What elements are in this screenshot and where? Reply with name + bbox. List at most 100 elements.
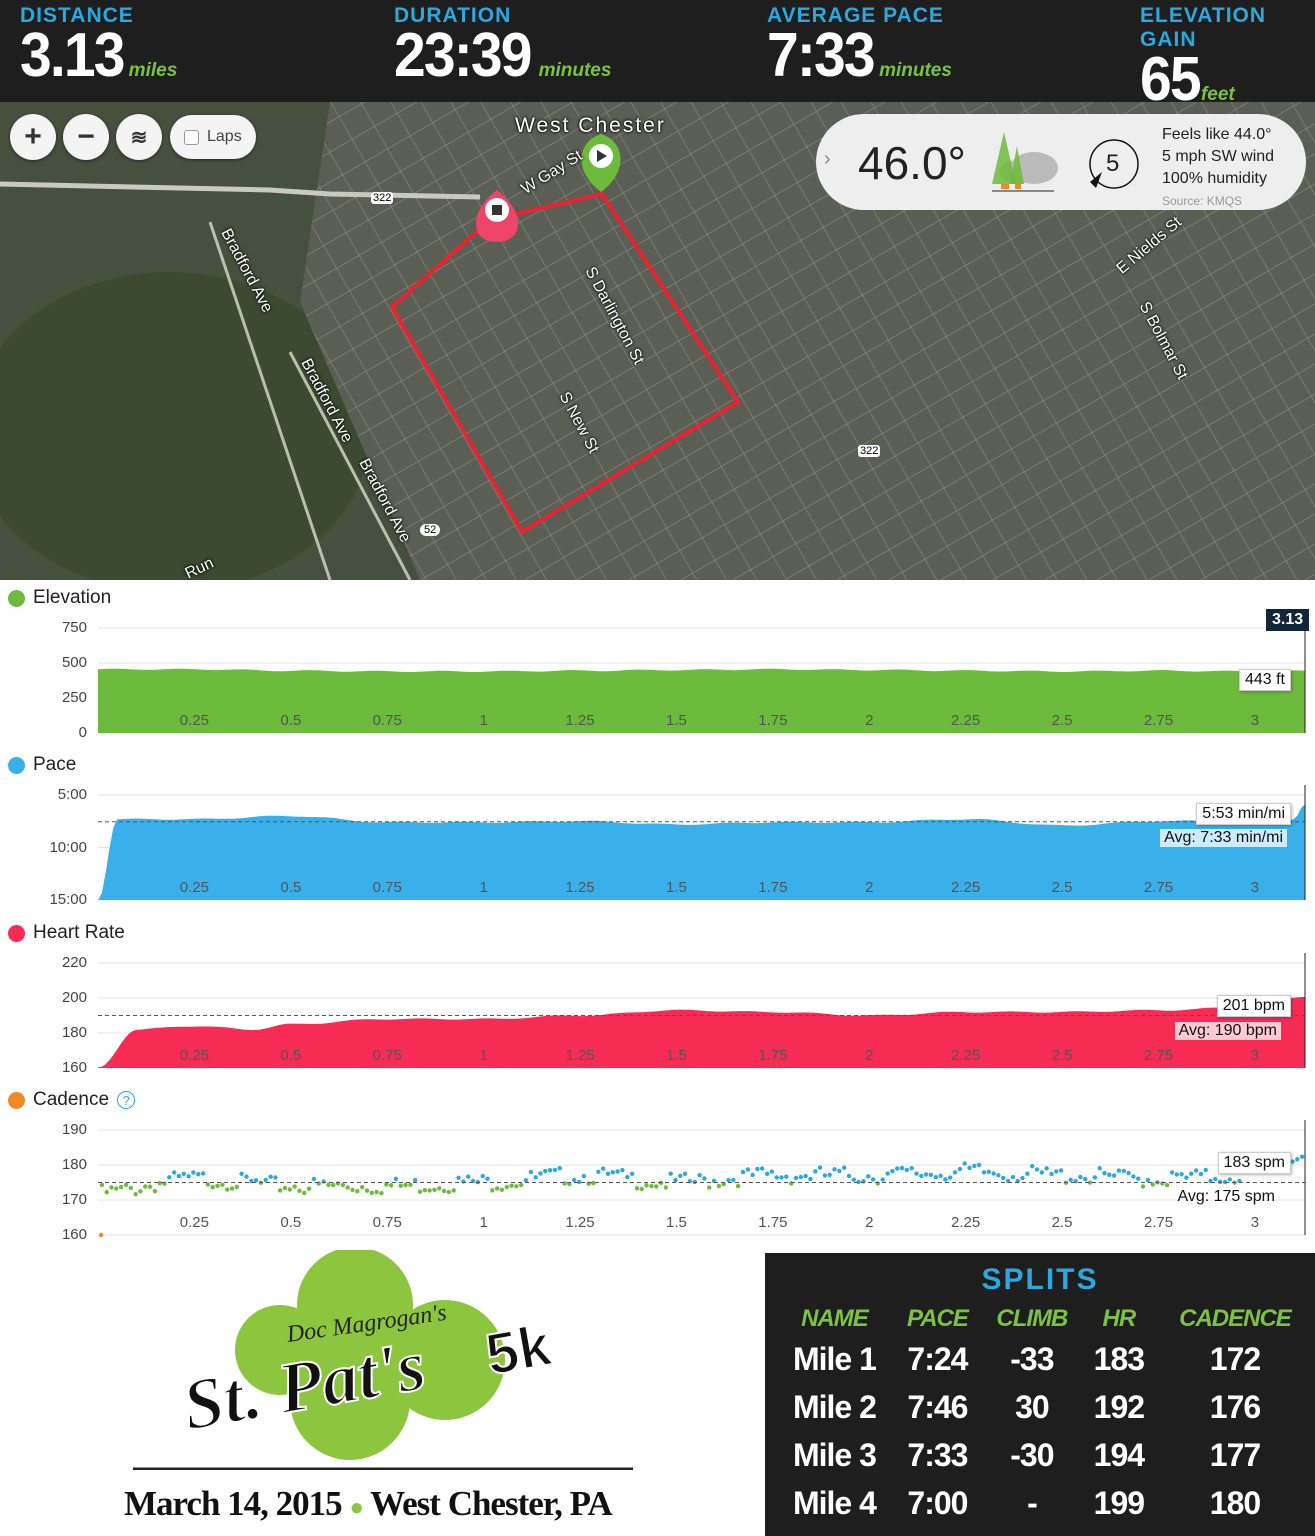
cadence-point	[234, 1184, 239, 1190]
x-tick-label: 2.25	[951, 879, 981, 896]
cadence-point	[755, 1166, 760, 1172]
route-map[interactable]: + − ≋ Laps West Chester W Gay St Bradfor…	[0, 102, 1315, 580]
cadence-point	[133, 1192, 138, 1197]
cadence-point	[1097, 1166, 1102, 1171]
series-area	[98, 804, 1305, 901]
cadence-point	[678, 1173, 683, 1179]
cadence-point	[866, 1174, 871, 1179]
cadence-point	[1039, 1170, 1045, 1175]
map-label: West Chester	[515, 114, 666, 137]
cadence-point	[976, 1162, 982, 1168]
cadence-point	[432, 1187, 437, 1193]
cadence-point	[104, 1190, 109, 1195]
cadence-point	[890, 1168, 895, 1174]
cadence-point	[948, 1175, 953, 1180]
chart-pace[interactable]: Pace 5:00 10:00 15:00 0.25 0.5 0.75 1 1.25 1.5 1.7…	[0, 0, 1315, 908]
cadence-point	[220, 1182, 225, 1188]
cadence-point	[764, 1171, 770, 1177]
cadence-point	[1169, 1170, 1175, 1175]
cadence-point	[157, 1180, 162, 1186]
cadence-point	[340, 1182, 346, 1188]
cadence-point	[466, 1174, 471, 1179]
column-header: NAME	[801, 1305, 869, 1332]
cadence-point	[615, 1169, 620, 1174]
x-tick-label: 2.5	[1051, 879, 1073, 896]
x-tick-label: 1.25	[565, 1214, 595, 1231]
help-icon[interactable]: ?	[117, 1091, 136, 1109]
finish-marker-icon	[475, 190, 519, 242]
zoom-out-button[interactable]: −	[63, 114, 109, 160]
y-tick-label: 0	[78, 724, 87, 741]
column-header: HR	[1102, 1305, 1137, 1332]
laps-toggle[interactable]: Laps	[170, 115, 256, 159]
x-tick-label: 0.5	[280, 879, 302, 896]
cadence-point	[321, 1179, 326, 1184]
cadence-point	[629, 1171, 635, 1177]
cadence-point	[904, 1167, 909, 1173]
x-tick-label: 1	[479, 879, 488, 896]
average-label: Avg: 175 spm	[1177, 1188, 1275, 1205]
cadence-point	[808, 1176, 813, 1182]
cadence-point	[967, 1165, 972, 1171]
split-row: Mile 2 7:46 30 192 176	[775, 1383, 1315, 1431]
cadence-point	[311, 1176, 317, 1182]
cadence-point	[870, 1177, 876, 1182]
cadence-point	[1179, 1172, 1184, 1177]
split-cell: Mile 1	[792, 1340, 877, 1377]
cadence-point	[1044, 1166, 1049, 1171]
x-tick-label: 0.5	[280, 1214, 302, 1231]
cadence-point	[827, 1172, 832, 1178]
cadence-point	[663, 1185, 668, 1190]
x-tick-label: 3	[1250, 1214, 1260, 1231]
chart-heart-rate[interactable]: Heart Rate 220 200 180 160 0.25 0.5 0.75 1 1.25 1.…	[0, 0, 1315, 1076]
cadence-point	[388, 1183, 394, 1188]
layers-button[interactable]: ≋	[116, 114, 162, 160]
cadence-point	[1102, 1171, 1107, 1176]
value-tooltip: 183 spm	[1217, 1152, 1291, 1174]
cadence-point	[282, 1185, 288, 1191]
cadence-point	[1295, 1157, 1300, 1162]
cadence-point	[480, 1173, 485, 1179]
cadence-point	[1299, 1154, 1305, 1159]
x-tick-label: 2	[865, 712, 874, 729]
y-tick-label: 160	[61, 1226, 87, 1243]
zoom-in-button[interactable]: +	[10, 114, 56, 160]
y-tick-label: 170	[61, 1191, 87, 1208]
split-cell: Mile 3	[792, 1436, 877, 1473]
cadence-point	[451, 1188, 456, 1193]
cadence-point	[697, 1173, 702, 1178]
cadence-point	[972, 1163, 977, 1169]
cadence-point	[427, 1188, 432, 1193]
cadence-point	[673, 1178, 678, 1183]
stat-duration: DURATION 23:39 minutes	[394, 4, 612, 90]
x-tick-label: 2.5	[1051, 712, 1073, 729]
cadence-point	[1193, 1168, 1199, 1173]
x-tick-label: 3	[1250, 879, 1260, 896]
cadence-point	[769, 1169, 775, 1174]
cadence-point	[885, 1171, 890, 1176]
chart-title: Cadence?	[8, 1089, 136, 1111]
cadence-point	[152, 1189, 158, 1194]
cadence-point	[123, 1182, 129, 1188]
cadence-point	[1174, 1172, 1180, 1177]
cadence-point	[1145, 1177, 1151, 1183]
cadence-point	[263, 1177, 268, 1183]
expand-chevron-icon[interactable]: ›	[824, 148, 831, 170]
cadence-point	[851, 1177, 856, 1182]
x-tick-label: 2.5	[1051, 1214, 1073, 1231]
chart-elevation[interactable]: Elevation 750 500 250 0 0.25 0.5 0.75 1 1.25 1.5 1.…	[0, 0, 1315, 741]
cadence-point	[1160, 1181, 1165, 1186]
cadence-point	[875, 1181, 881, 1186]
cadence-point	[302, 1190, 307, 1196]
cadence-point	[1111, 1173, 1117, 1178]
cadence-point	[1068, 1177, 1073, 1183]
x-tick-label: 3	[1250, 712, 1260, 729]
route-shield: 52	[420, 524, 441, 536]
chart-cadence[interactable]: Cadence? 190 180 170 160 0.25 0.5 0.75 1 1.25 1.5 1…	[0, 0, 1315, 1243]
cadence-point	[287, 1187, 292, 1192]
cadence-point	[562, 1181, 567, 1186]
x-tick-label: 1.5	[665, 879, 687, 896]
cadence-point	[379, 1191, 384, 1196]
laps-checkbox[interactable]	[184, 129, 199, 145]
